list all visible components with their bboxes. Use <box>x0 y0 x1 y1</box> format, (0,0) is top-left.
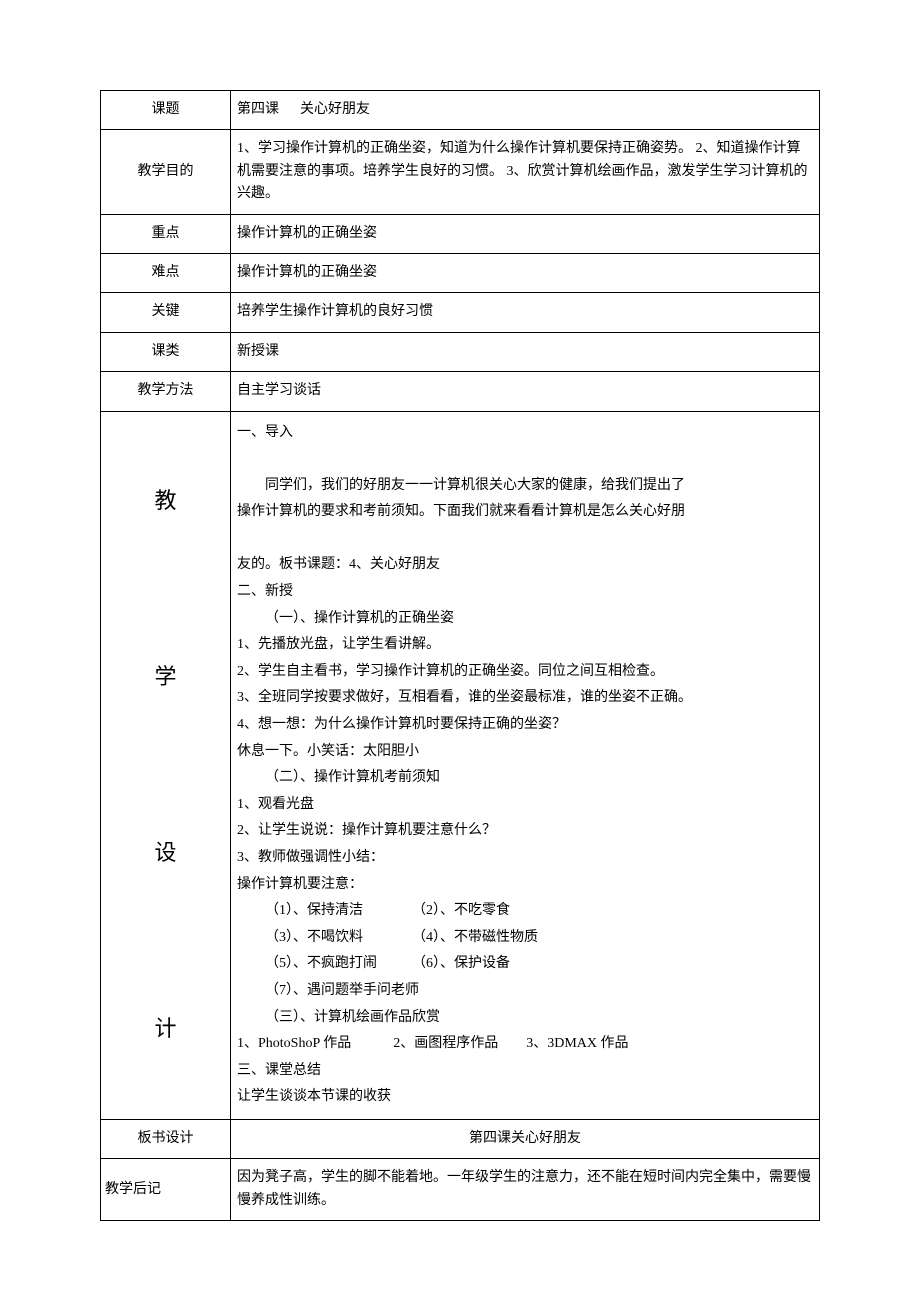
label-blackboard: 板书设计 <box>101 1119 231 1158</box>
design-sec1-heading: （一）、操作计算机的正确坐姿 <box>237 606 813 633</box>
design-sec2-1: 1、观看光盘 <box>237 792 813 819</box>
design-note-4: （7）、遇问题举手问老师 <box>237 978 813 1005</box>
content-lesson-type: 新授课 <box>231 332 820 371</box>
design-intro-p3: 友的。板书课题：4、关心好朋友 <box>237 552 813 579</box>
topic-prefix: 第四课 <box>237 102 279 117</box>
design-sec2-3: 3、教师做强调性小结： <box>237 845 813 872</box>
design-char1: 教 <box>154 488 176 513</box>
design-intro-p2: 操作计算机的要求和考前须知。下面我们就来看看计算机是怎么关心好朋 <box>237 499 813 526</box>
label-focus: 重点 <box>101 214 231 253</box>
label-objective: 教学目的 <box>101 130 231 214</box>
label-topic: 课题 <box>101 91 231 130</box>
label-key: 关键 <box>101 293 231 332</box>
lesson-plan-table: 课题 第四课 关心好朋友 教学目的 1、学习操作计算机的正确坐姿，知道为什么操作… <box>100 90 820 1221</box>
design-char2: 学 <box>154 664 176 689</box>
design-note-2: （3）、不喝饮料 （4）、不带磁性物质 <box>237 925 813 952</box>
content-design: 一、导入 同学们，我们的好朋友一一计算机很关心大家的健康，给我们提出了 操作计算… <box>231 411 820 1119</box>
content-difficulty: 操作计算机的正确坐姿 <box>231 253 820 292</box>
design-rest: 休息一下。小笑话：太阳胆小 <box>237 739 813 766</box>
label-lesson-type: 课类 <box>101 332 231 371</box>
content-key: 培养学生操作计算机的良好习惯 <box>231 293 820 332</box>
design-summary-heading: 三、课堂总结 <box>237 1058 813 1085</box>
design-sec2-heading: （二）、操作计算机考前须知 <box>237 765 813 792</box>
label-difficulty: 难点 <box>101 253 231 292</box>
design-summary-1: 让学生谈谈本节课的收获 <box>237 1084 813 1111</box>
content-blackboard: 第四课关心好朋友 <box>231 1119 820 1158</box>
design-note-3: （5）、不疯跑打闹 （6）、保护设备 <box>237 951 813 978</box>
objective-line1: 1、学习操作计算机的正确坐姿，知道为什么操作计算机要保持正确姿势。 <box>237 141 692 156</box>
design-sec3-1: 1、PhotoShoP 作品 2、画图程序作品 3、3DMAX 作品 <box>237 1031 813 1058</box>
content-postscript: 因为凳子高，学生的脚不能着地。一年级学生的注意力，还不能在短时间内完全集中，需要… <box>231 1159 820 1221</box>
design-sec3-heading: （三）、计算机绘画作品欣赏 <box>237 1005 813 1032</box>
design-char4: 计 <box>154 1016 176 1041</box>
label-design: 教 学 设 计 <box>101 411 231 1119</box>
label-method: 教学方法 <box>101 372 231 411</box>
design-sec1-3: 3、全班同学按要求做好，互相看看，谁的坐姿最标准，谁的坐姿不正确。 <box>237 685 813 712</box>
design-sec1-1: 1、先播放光盘，让学生看讲解。 <box>237 632 813 659</box>
design-intro-p1: 同学们，我们的好朋友一一计算机很关心大家的健康，给我们提出了 <box>237 473 813 500</box>
design-note-heading: 操作计算机要注意： <box>237 872 813 899</box>
design-sec1-4: 4、想一想：为什么操作计算机时要保持正确的坐姿？ <box>237 712 813 739</box>
content-focus: 操作计算机的正确坐姿 <box>231 214 820 253</box>
content-topic: 第四课 关心好朋友 <box>231 91 820 130</box>
design-sec2-2: 2、让学生说说：操作计算机要注意什么？ <box>237 818 813 845</box>
content-method: 自主学习谈话 <box>231 372 820 411</box>
design-intro-heading: 一、导入 <box>237 420 813 447</box>
content-objective: 1、学习操作计算机的正确坐姿，知道为什么操作计算机要保持正确姿势。 2、知道操作… <box>231 130 820 214</box>
design-new-heading: 二、新授 <box>237 579 813 606</box>
design-char3: 设 <box>154 840 176 865</box>
design-sec1-2: 2、学生自主看书，学习操作计算机的正确坐姿。同位之间互相检查。 <box>237 659 813 686</box>
topic-title: 关心好朋友 <box>300 102 370 117</box>
label-postscript: 教学后记 <box>101 1159 231 1221</box>
design-note-1: （1）、保持清洁 （2）、不吃零食 <box>237 898 813 925</box>
